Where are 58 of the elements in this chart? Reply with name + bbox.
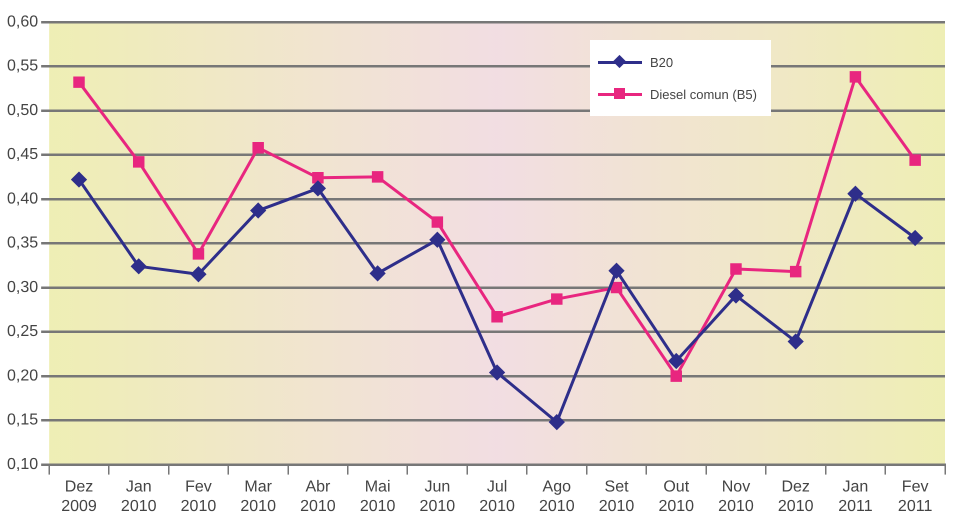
point [850,71,862,83]
point [551,293,563,305]
x-tick-label: Jul 2010 [479,478,515,515]
point [132,156,144,168]
point [370,266,386,281]
x-tick-label: Jan 2010 [120,478,157,515]
x-tick-label: Out 2010 [658,478,694,515]
legend-label: B20 [650,54,674,70]
point [72,172,87,188]
x-tick-label: Mai 2010 [360,478,396,515]
x-tick-label: Fev 2010 [180,478,216,515]
point [790,266,802,278]
point [670,370,682,382]
point [430,232,445,248]
x-tick-label: Jun 2010 [420,478,456,515]
point [730,263,742,275]
point [312,172,324,184]
point [848,186,863,202]
x-tick-label: Dez 2009 [61,478,97,515]
point [250,203,266,218]
y-tick-label: 0,25 [7,323,38,340]
y-tick-label: 0,35 [7,234,38,252]
point [372,171,384,183]
y-tick-label: 0,20 [7,367,38,384]
legend-label: Diesel comun (B5) [650,86,757,102]
y-tick-label: 0,30 [7,278,38,296]
point [909,154,921,166]
point [131,258,146,274]
x-tick-label: Ago 2010 [538,478,575,515]
x-tick-label: Abr 2010 [300,478,336,515]
point [668,354,684,369]
y-tick-label: 0,50 [7,102,38,119]
point [73,76,85,88]
x-tick-label: Nov 2010 [718,478,754,515]
point [490,365,505,380]
point [491,311,503,323]
x-tick-label: Jan 2011 [838,478,873,515]
y-tick-label: 0,60 [7,13,38,30]
point [190,266,206,282]
point [609,263,624,278]
y-tick-label: 0,55 [7,58,38,75]
x-tick-label: Mar 2010 [240,478,276,515]
point [549,414,564,430]
point [310,180,326,196]
point [610,282,622,294]
point [728,288,744,304]
point [788,334,804,350]
y-tick-label: 0,10 [7,456,38,474]
point [908,230,923,246]
point [432,216,444,228]
y-tick-label: 0,15 [7,412,38,429]
y-tick-label: 0,45 [7,146,38,164]
point [252,142,264,154]
point [192,248,204,260]
x-tick-label: Dez 2010 [778,478,814,515]
y-tick-label: 0,40 [7,190,38,208]
x-tick-label: Set 2010 [598,478,634,515]
x-tick-label: Fev 2011 [898,478,932,515]
